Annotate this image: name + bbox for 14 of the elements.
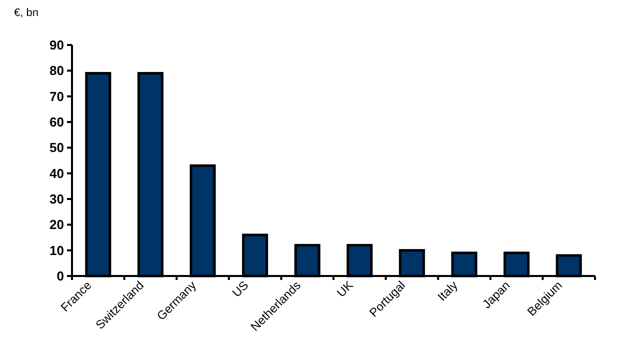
y-tick-label: 40 <box>50 166 64 181</box>
y-tick-label: 50 <box>50 140 64 156</box>
y-axis-title: €, bn <box>14 7 38 19</box>
y-tick-label: 60 <box>50 114 64 130</box>
y-tick-label: 10 <box>50 242 64 258</box>
y-tick-label: 90 <box>50 38 64 53</box>
x-tick-label: UK <box>334 278 356 300</box>
y-tick-label: 70 <box>50 88 64 104</box>
y-tick-label: 20 <box>50 217 64 232</box>
y-tick-label: 0 <box>56 268 64 284</box>
x-tick-label: Italy <box>434 278 460 304</box>
x-tick-label: US <box>229 278 252 300</box>
y-tick-label: 80 <box>50 63 64 78</box>
y-tick-label: 30 <box>50 192 64 207</box>
